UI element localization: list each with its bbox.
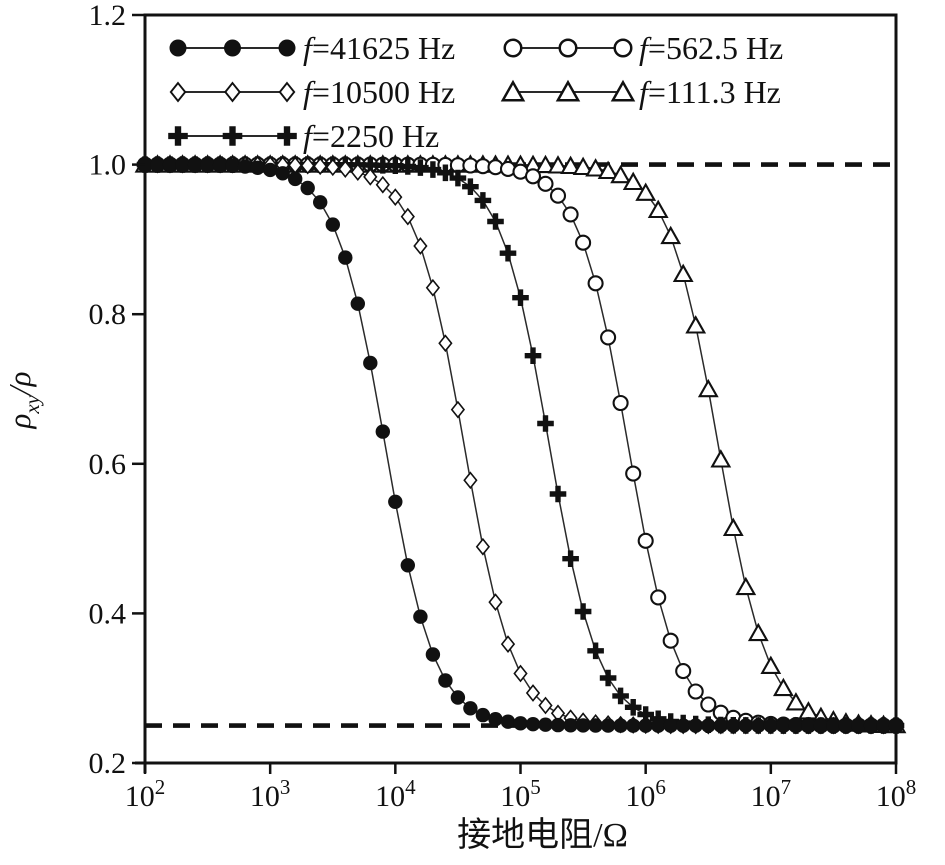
series-562.5hz (136, 156, 905, 734)
series-line-2250hz (145, 163, 896, 727)
series-2250hz (136, 156, 905, 734)
series-group (134, 154, 907, 735)
y-axis-title: ρxy/ρ (2, 371, 44, 429)
x-tick-label: 108 (876, 775, 917, 813)
y-tick-label: 1.2 (89, 0, 127, 32)
series-111.3hz (134, 154, 907, 734)
series-markers-41625hz (137, 157, 904, 733)
legend-label: f=41625 Hz (303, 30, 455, 66)
legend-item-2250hz: f=2250 Hz (168, 118, 439, 154)
y-axis: 0.2 0.4 0.6 0.8 1.0 1.2 ρxy/ρ (2, 0, 145, 780)
legend-label: f=562.5 Hz (639, 30, 783, 66)
x-axis: 102 103 104 105 106 107 108 接地电阻/Ω (125, 763, 917, 854)
legend-item-10500hz: f=10500 Hz (169, 74, 455, 110)
legend-item-111.3hz: f=111.3 Hz (500, 74, 781, 110)
legend-label: f=2250 Hz (303, 118, 439, 154)
plot-frame (143, 13, 898, 765)
legend-label: f=111.3 Hz (639, 74, 781, 110)
series-line-41625hz (144, 163, 896, 727)
y-tick-label: 0.4 (89, 597, 127, 630)
reference-lines (145, 162, 896, 728)
y-tick-label: 0.8 (89, 298, 127, 331)
x-axis-title: 接地电阻/Ω (457, 816, 628, 854)
x-tick-label: 103 (250, 775, 291, 813)
series-markers-10500hz (137, 155, 904, 735)
legend: f=41625 Hz f=10500 Hz f=2250 Hz f=562.5 Hz f… (168, 30, 783, 154)
series-markers-111.3hz (134, 154, 907, 734)
series-10500hz (137, 155, 904, 735)
series-markers-2250hz (136, 156, 905, 734)
x-tick-label: 104 (375, 775, 416, 813)
x-tick-label: 105 (500, 775, 541, 813)
legend-item-41625hz: f=41625 Hz (169, 30, 455, 66)
legend-label: f=10500 Hz (303, 74, 455, 110)
series-41625hz (137, 157, 904, 733)
y-tick-label: 0.6 (89, 448, 127, 481)
series-line-562.5hz (145, 163, 896, 727)
axes (135, 13, 898, 773)
y-tick-label: 1.0 (89, 149, 127, 182)
y-tick-label: 0.2 (89, 747, 127, 780)
legend-item-562.5hz: f=562.5 Hz (503, 30, 783, 66)
x-tick-label: 107 (751, 775, 792, 813)
series-line-10500hz (145, 163, 896, 727)
x-tick-label: 102 (125, 775, 166, 813)
series-line-111.3hz (145, 163, 897, 726)
series-markers-562.5hz (136, 156, 905, 734)
x-tick-label: 106 (625, 775, 666, 813)
